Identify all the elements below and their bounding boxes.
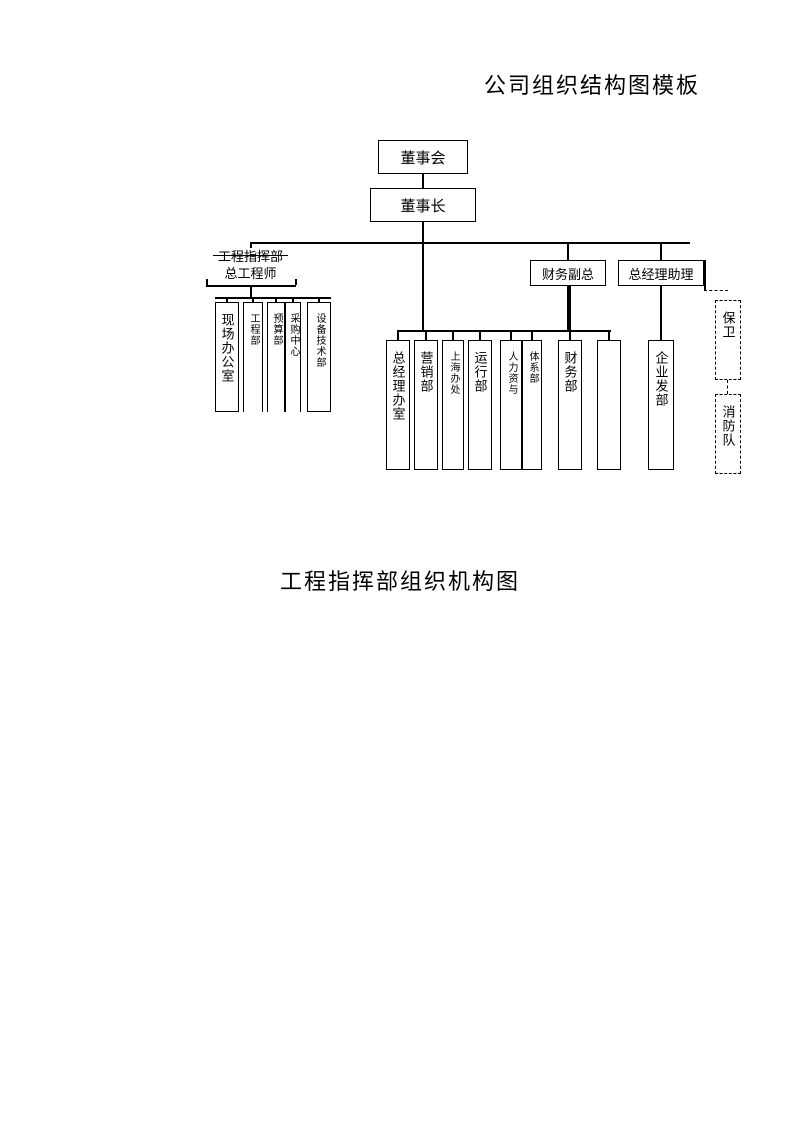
- connector: [397, 330, 611, 332]
- node-right-a-label: 企业发部: [655, 351, 668, 407]
- node-right-c-label: 消防队: [722, 405, 735, 447]
- node-mid-c: 上海办处: [442, 340, 464, 470]
- node-chairman-label: 董事长: [400, 195, 445, 216]
- node-left-d-label: 采购中心: [288, 313, 298, 357]
- node-mid-b-label: 营销部: [420, 351, 433, 393]
- node-left-c-label: 预算部: [271, 313, 281, 346]
- node-mid-d: 运行部: [468, 340, 492, 470]
- node-cfo: 财务副总: [530, 260, 606, 286]
- node-mid-e: 人力资与: [500, 340, 522, 470]
- node-mid-a: 总经理办室: [386, 340, 410, 470]
- connector: [295, 279, 297, 285]
- node-chief-eng-l1: 工程指挥部: [218, 249, 283, 266]
- node-left-a-label: 现场办公室: [221, 313, 234, 383]
- node-chairman: 董事长: [370, 188, 476, 222]
- connector: [215, 297, 331, 299]
- node-mid-e-label: 人力资与: [506, 351, 516, 395]
- node-mid-d-label: 运行部: [474, 351, 487, 393]
- node-right-b: 保卫: [715, 300, 741, 380]
- node-mid-g2: [597, 340, 621, 470]
- strikethrough: [213, 255, 288, 256]
- connector: [479, 330, 481, 340]
- node-left-b-label: 工程部: [248, 313, 258, 346]
- node-left-d: 采购中心: [285, 302, 301, 412]
- node-mid-g: 财务部: [558, 340, 582, 470]
- connector: [531, 330, 533, 340]
- connector: [425, 330, 427, 340]
- node-right-c: 消防队: [715, 394, 741, 474]
- node-mid-a-label: 总经理办室: [392, 351, 405, 421]
- connector: [422, 222, 424, 242]
- node-mid-f: 体系部: [522, 340, 542, 470]
- connector-bus: [250, 242, 690, 244]
- node-cfo-label: 财务副总: [542, 264, 594, 283]
- node-right-b-label: 保卫: [722, 311, 735, 339]
- connector: [569, 286, 571, 340]
- node-right-a: 企业发部: [648, 340, 674, 470]
- node-left-e: 设备技术部: [307, 302, 331, 412]
- connector: [660, 242, 662, 260]
- node-chief-eng-l2: 总工程师: [224, 266, 276, 283]
- node-gm-assist: 总经理助理: [618, 260, 704, 286]
- node-mid-f-label: 体系部: [527, 351, 537, 384]
- connector: [704, 290, 728, 291]
- node-mid-b: 营销部: [414, 340, 438, 470]
- node-left-e-label: 设备技术部: [314, 313, 324, 368]
- connector: [727, 380, 728, 394]
- connector: [567, 242, 569, 260]
- connector: [206, 279, 208, 285]
- node-board-label: 董事会: [400, 147, 445, 168]
- node-left-a: 现场办公室: [215, 302, 239, 412]
- node-mid-c-label: 上海办处: [448, 351, 458, 395]
- page-title-top: 公司组织结构图模板: [484, 68, 700, 100]
- connector: [567, 286, 569, 330]
- connector: [422, 242, 424, 330]
- connector: [608, 330, 610, 340]
- node-left-c: 预算部: [267, 302, 285, 412]
- connector: [397, 330, 399, 340]
- node-board: 董事会: [378, 140, 468, 174]
- connector: [660, 286, 662, 340]
- page-title-mid: 工程指挥部组织机构图: [0, 564, 800, 596]
- org-chart-page: 公司组织结构图模板 董事会 董事长 工程指挥部 总工程师 财务副总 总经理助理 …: [0, 0, 800, 1132]
- node-mid-g-label: 财务部: [564, 351, 577, 393]
- node-left-b: 工程部: [243, 302, 263, 412]
- connector: [704, 260, 706, 290]
- node-gm-assist-label: 总经理助理: [628, 264, 693, 283]
- node-chief-eng: 工程指挥部 总工程师: [208, 248, 293, 284]
- connector: [452, 330, 454, 340]
- connector: [422, 174, 424, 188]
- connector: [510, 330, 512, 340]
- connector: [250, 285, 252, 297]
